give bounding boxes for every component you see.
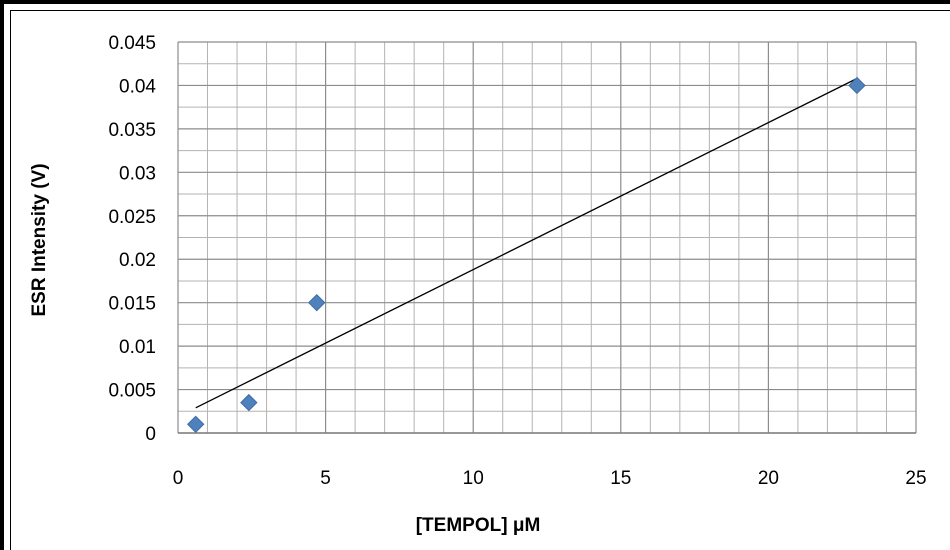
gridlines (177, 41, 917, 434)
y-tick-label: 0.005 (108, 381, 156, 402)
x-axis-title: [TEMPOL] μM (416, 515, 541, 536)
x-tick-label: 20 (758, 468, 779, 489)
y-axis-title: ESR Intensity (V) (29, 163, 50, 316)
y-tick-label: 0.015 (108, 294, 156, 315)
data-point-diamond (848, 76, 866, 95)
data-point-diamond (187, 415, 205, 434)
y-tick-label: 0.03 (119, 163, 156, 184)
linear-trendline (195, 77, 858, 409)
chart-inner-frame (10, 10, 950, 550)
y-tick-label: 0.02 (119, 250, 156, 271)
x-tick-label: 15 (610, 468, 631, 489)
y-tick-label: 0.01 (119, 337, 156, 358)
x-tick-label: 5 (320, 468, 331, 489)
data-point-diamond (240, 393, 258, 412)
x-tick-label: 25 (905, 468, 926, 489)
y-tick-label: 0.025 (108, 207, 156, 228)
x-axis-ticks: 0 5 10 15 20 25 (173, 468, 927, 489)
x-tick-label: 0 (173, 468, 184, 489)
data-points (187, 76, 866, 434)
y-tick-label: 0 (145, 424, 156, 445)
y-tick-label: 0.04 (119, 76, 156, 97)
y-tick-label: 0.035 (108, 120, 156, 141)
trendline-layer (195, 77, 858, 409)
data-point-diamond (308, 293, 326, 312)
y-tick-label: 0.045 (108, 33, 156, 54)
x-tick-label: 10 (463, 468, 484, 489)
y-axis-ticks: 0 0.005 0.01 0.015 0.02 0.025 0.03 0.035 0.04 0.0… (108, 33, 156, 445)
